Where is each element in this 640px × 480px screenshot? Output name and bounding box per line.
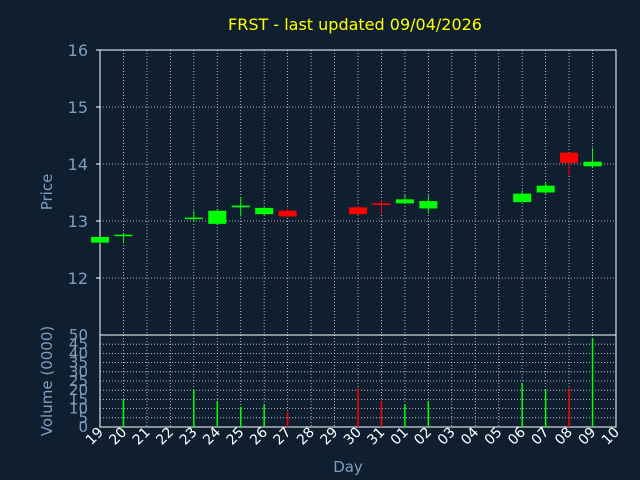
volume-tick-label: 10: [69, 400, 88, 418]
volume-tick-label: 15: [69, 390, 88, 408]
candle-body: [419, 201, 438, 209]
candle-body: [372, 203, 391, 206]
volume-bar: [591, 338, 594, 427]
x-tick-label: 08: [552, 425, 576, 449]
x-tick-label: 02: [411, 425, 435, 449]
x-tick-label: 22: [153, 425, 177, 449]
candle-body: [184, 217, 203, 220]
x-tick-label: 24: [200, 424, 224, 448]
x-axis-label: Day: [333, 458, 363, 476]
volume-tick-label: 50: [69, 326, 88, 344]
volume-bar: [239, 406, 242, 427]
x-tick-label: 29: [317, 425, 341, 449]
candle-body: [560, 152, 579, 163]
x-tick-label: 05: [482, 425, 506, 449]
candle-body: [91, 236, 109, 243]
x-tick-label: 01: [388, 425, 412, 449]
x-tick-label: 27: [271, 425, 295, 449]
candle-body: [114, 234, 133, 237]
x-tick-label: 25: [224, 425, 248, 449]
candle-body: [231, 205, 250, 208]
volume-tick-label: 5: [78, 409, 88, 427]
candle-body: [513, 193, 532, 203]
volume-bar: [193, 390, 195, 427]
volume-bar: [357, 388, 359, 427]
x-tick-label: 21: [130, 425, 154, 449]
volume-tick-label: 40: [69, 344, 88, 362]
price-tick-label: 12: [68, 269, 88, 288]
candle-body: [536, 185, 555, 193]
volume-bar: [216, 401, 219, 427]
volume-bar: [286, 412, 289, 427]
price-tick-label: 16: [68, 41, 88, 60]
volume-axis-label: Volume (0000): [38, 326, 56, 436]
x-tick-label: 04: [458, 424, 482, 448]
price-tick-label: 14: [68, 155, 88, 174]
price-axis-label: Price: [38, 174, 56, 211]
x-tick-label: 31: [364, 425, 388, 449]
candle-body: [349, 207, 367, 215]
x-tick-label: 26: [247, 424, 271, 448]
x-tick-label: 03: [435, 425, 459, 449]
volume-bar: [568, 388, 570, 427]
chart-title: FRST - last updated 09/04/2026: [228, 15, 482, 34]
x-tick-label: 20: [106, 425, 130, 449]
candle-body: [278, 210, 297, 217]
volume-bar: [263, 404, 265, 427]
price-tick-label: 15: [68, 98, 88, 117]
x-tick-label: 28: [294, 425, 318, 449]
candle-body: [208, 210, 227, 224]
volume-tick-label: 30: [69, 363, 88, 381]
x-tick-label: 23: [177, 425, 201, 449]
x-tick-label: 09: [575, 425, 599, 449]
volume-tick-label: 0: [78, 418, 88, 436]
price-tick-label: 13: [68, 212, 88, 231]
candle-body: [395, 199, 414, 204]
volume-bar: [521, 382, 523, 427]
x-tick-label: 30: [341, 425, 365, 449]
volume-bar: [427, 401, 430, 427]
volume-tick-label: 35: [69, 354, 88, 372]
volume-bar: [122, 399, 125, 427]
volume-tick-label: 45: [69, 335, 88, 353]
candle-body: [255, 207, 274, 215]
volume-bar: [380, 401, 383, 427]
x-tick-label: 10: [599, 425, 623, 449]
x-axis: 19 20 21 22 23 24 25 26 27 28 29 30 31 01 02 03 04 05 06 07…: [83, 424, 623, 448]
volume-bar: [404, 404, 406, 427]
volume-bar: [544, 390, 547, 427]
candle-body: [583, 161, 602, 167]
x-tick-label: 06: [505, 424, 529, 448]
volume-tick-label: 20: [69, 381, 88, 399]
x-tick-label: 07: [529, 425, 553, 449]
price-panel: 12 13 14 15 16: [68, 41, 617, 336]
volume-tick-label: 25: [69, 372, 88, 390]
